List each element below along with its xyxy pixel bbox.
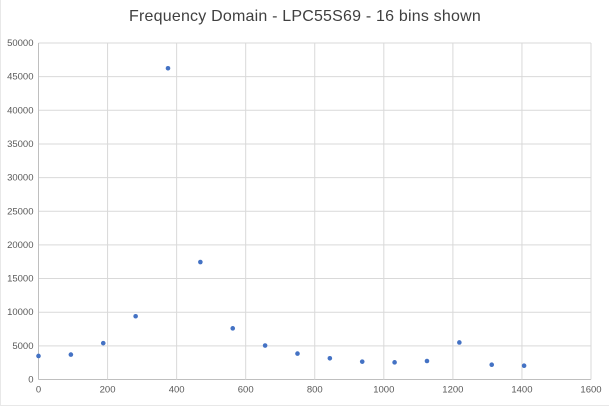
data-point [424, 358, 430, 364]
data-point [521, 363, 527, 369]
data-point [36, 353, 41, 359]
data-point [198, 259, 203, 265]
data-point [295, 351, 300, 356]
x-tick-label: 1000 [373, 385, 394, 396]
y-tick-label: 0 [28, 375, 33, 386]
data-point [457, 340, 462, 345]
data-point [359, 359, 365, 364]
y-tick-label: 45000 [7, 72, 33, 83]
x-tick-label: 200 [100, 385, 116, 396]
y-tick-label: 35000 [7, 139, 33, 150]
data-point [133, 313, 138, 319]
y-tick-label: 25000 [7, 206, 33, 217]
y-tick-label: 15000 [7, 274, 33, 285]
data-point [100, 340, 106, 346]
x-tick-label: 800 [307, 385, 323, 396]
x-tick-label: 600 [238, 385, 254, 396]
y-tick-label: 20000 [7, 240, 33, 251]
y-tick-label: 5000 [12, 341, 33, 352]
data-point [68, 352, 74, 357]
y-tick-label: 40000 [7, 105, 33, 116]
y-tick-label: 30000 [7, 173, 33, 184]
chart-title: Frequency Domain - LPC55S69 - 16 bins sh… [129, 8, 481, 25]
x-tick-label: 400 [169, 385, 185, 396]
data-point [230, 326, 236, 331]
data-point [327, 356, 333, 361]
x-tick-label: 1200 [442, 385, 463, 396]
data-point [262, 343, 268, 348]
y-tick-label: 50000 [7, 38, 33, 49]
x-tick-label: 0 [36, 385, 41, 396]
x-tick-label: 1400 [511, 385, 532, 396]
data-point [489, 362, 495, 367]
y-tick-label: 10000 [7, 307, 33, 318]
data-point [392, 360, 397, 365]
data-point [165, 65, 171, 71]
x-tick-label: 1600 [580, 385, 601, 396]
